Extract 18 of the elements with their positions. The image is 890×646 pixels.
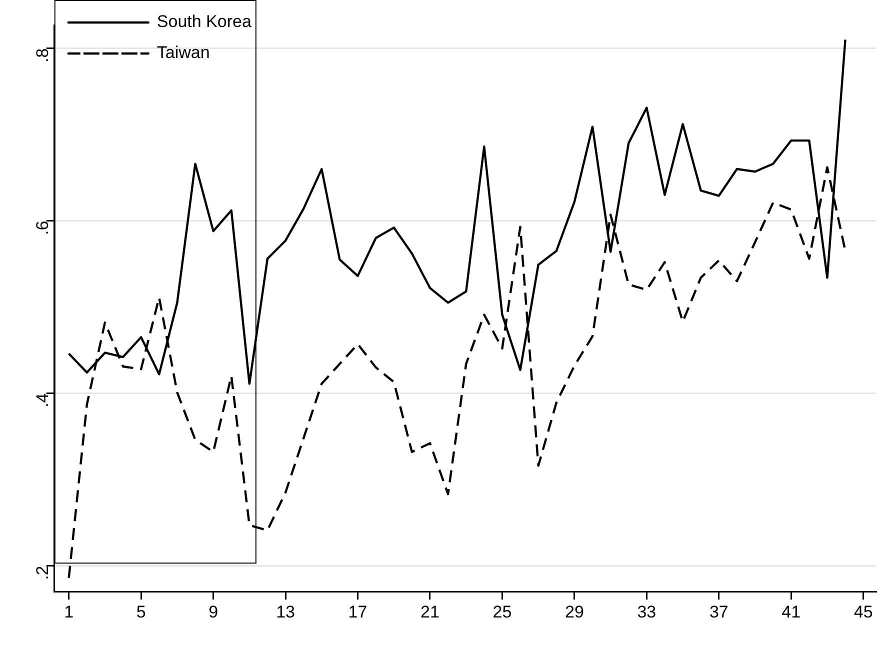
x-tick-label: 21 — [420, 602, 440, 622]
x-tick-label: 5 — [136, 602, 146, 622]
x-tick-label: 17 — [348, 602, 368, 622]
x-tick-label: 1 — [64, 602, 74, 622]
x-tick-label: 41 — [782, 602, 801, 622]
x-tick-label: 37 — [709, 602, 728, 622]
x-tick-label: 25 — [492, 602, 512, 622]
y-tick-label: .4 — [33, 393, 52, 408]
x-tick-label: 33 — [637, 602, 656, 622]
x-tick-label: 9 — [208, 602, 218, 622]
legend-label: Taiwan — [156, 43, 210, 62]
y-tick-label: .8 — [33, 48, 52, 62]
x-tick-label: 29 — [564, 602, 584, 622]
legend-label: South Korea — [156, 12, 252, 32]
x-tick-label: 45 — [854, 602, 873, 622]
y-tick-label: .6 — [33, 220, 52, 235]
x-tick-label: 13 — [276, 602, 295, 622]
y-tick-label: .2 — [33, 566, 52, 580]
